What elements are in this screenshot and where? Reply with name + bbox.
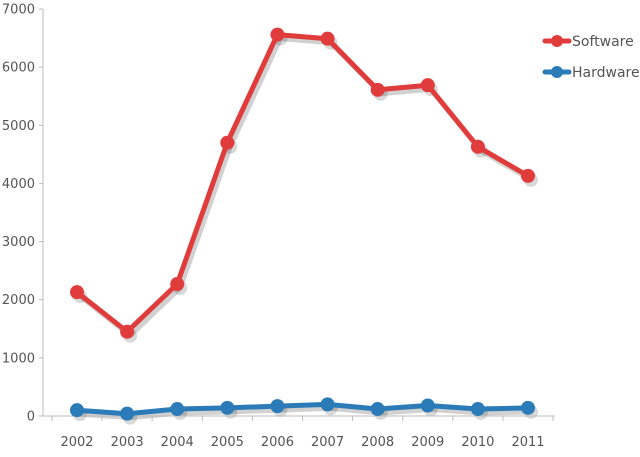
hardware-point-2010 [470,402,485,417]
legend-label: Hardware [572,65,640,81]
hardware-point-2011 [521,400,535,415]
hardware-point-2006 [270,399,285,414]
y-tick-label: 3000 [2,235,35,250]
y-tick-label: 4000 [2,177,35,192]
hardware-point-2008 [370,402,385,417]
x-tick-label: 2006 [261,435,294,450]
legend-swatch-marker [551,66,563,78]
y-tick-label: 5000 [2,119,35,134]
software-point-2007 [320,31,335,46]
chart-axes [42,9,555,417]
software-point-2002 [70,285,84,300]
x-tick-label: 2008 [361,435,394,450]
x-tick-label: 2009 [411,435,444,450]
hardware-point-2003 [120,406,135,421]
x-tick-label: 2004 [161,435,194,450]
hardware-point-2009 [420,398,435,413]
legend-swatch-marker [551,35,563,47]
series-shadows [73,31,538,425]
y-tick-label: 7000 [2,3,35,18]
x-tick-labels: 2002 2003 2004 2005 2006 2007 2008 2009 2010 2011 [51,416,554,450]
software-point-2003 [120,324,135,339]
software-point-2010 [470,139,485,154]
legend-label: Software [572,34,634,50]
data-series [70,27,535,421]
x-tick-label: 2003 [111,435,144,450]
hardware-point-2002 [70,403,84,418]
y-tick-label: 6000 [2,61,35,76]
hardware-point-2007 [320,397,335,412]
y-tick-label: 0 [27,410,35,425]
legend: Software Hardware [542,34,640,81]
y-tick-labels: 0 1000 2000 3000 4000 5000 6000 7000 [2,3,43,425]
software-series-line [74,32,531,335]
software-point-2006 [270,27,285,42]
software-point-2005 [220,135,235,150]
legend-item-hardware: Hardware [542,65,640,81]
hardware-shadow [79,405,532,421]
x-tick-label: 2011 [511,435,544,450]
software-point-2009 [420,78,435,93]
legend-item-software: Software [542,34,634,50]
hardware-point-2004 [170,402,185,417]
x-tick-label: 2007 [311,435,344,450]
y-tick-label: 1000 [2,351,35,366]
y-tick-label: 2000 [2,293,35,308]
software-point-2008 [370,82,385,97]
hardware-point-2005 [220,400,235,415]
x-tick-label: 2010 [461,435,494,450]
x-tick-label: 2002 [60,435,93,450]
software-shadow [78,36,533,339]
software-point-2004 [170,277,185,292]
x-tick-label: 2005 [211,435,244,450]
hardware-series-line [74,401,531,417]
software-point-2011 [521,168,535,183]
